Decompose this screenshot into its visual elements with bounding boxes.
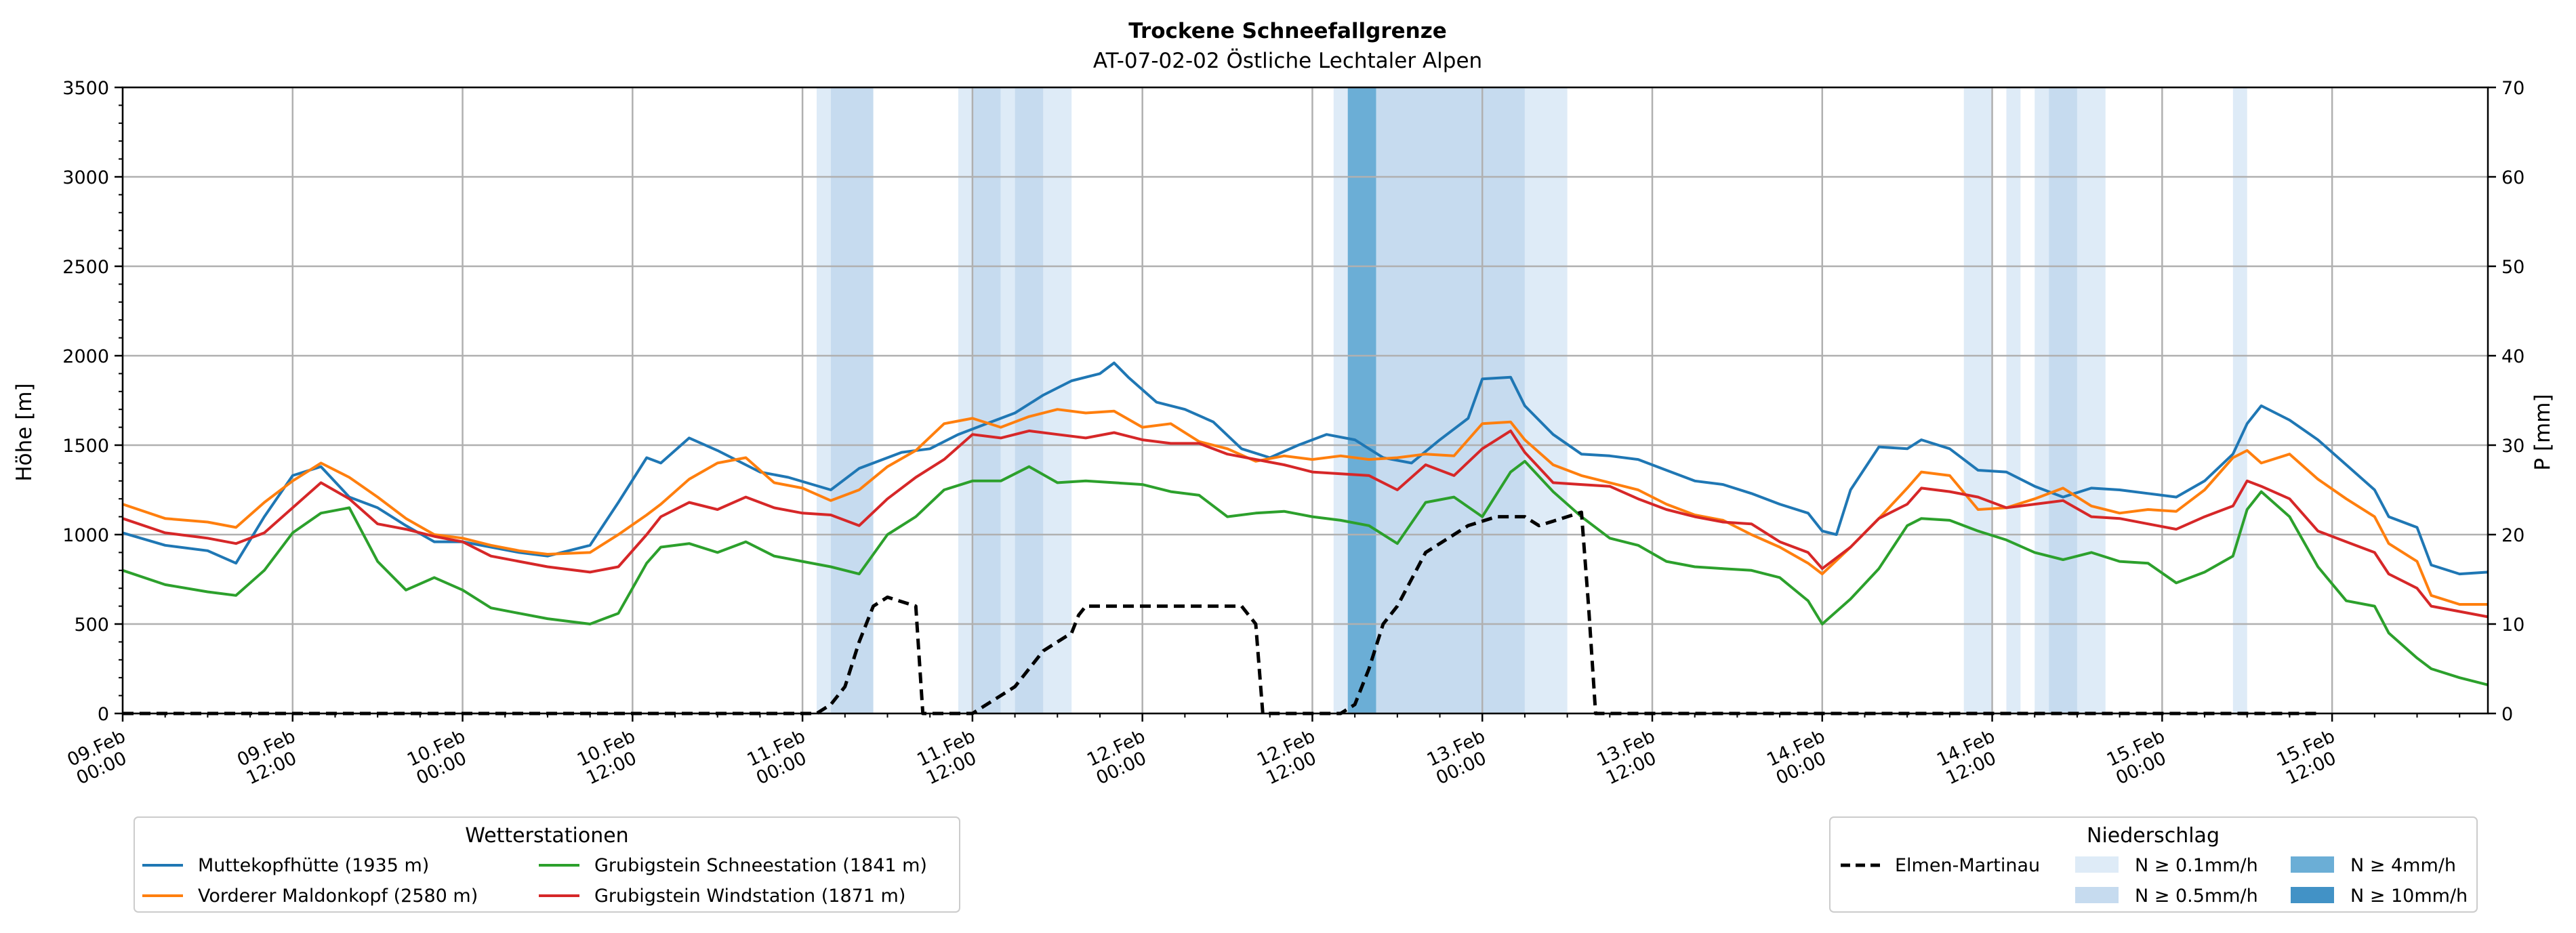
precip-band-1 (830, 87, 874, 713)
precipitation-bands (817, 87, 2247, 713)
series-line-muttekopfh-tte-1935-m (122, 361, 2489, 576)
y-tick-label-5: 2500 (62, 257, 109, 278)
y2-tick-label-4: 40 (2501, 346, 2524, 367)
legend-label-n05: N ≥ 0.5mm/h (2135, 886, 2258, 907)
x-tick-label-9: 13.Feb12:00 (1594, 726, 1667, 789)
y-tick-label-3: 1500 (62, 436, 109, 457)
y2-tick-label-1: 10 (2501, 615, 2524, 636)
x-tick-label-10: 14.Feb00:00 (1763, 726, 1837, 789)
x-tick-label-8: 13.Feb00:00 (1424, 726, 1497, 789)
legend-label-schneestation: Grubigstein Schneestation (1841 m) (594, 855, 927, 876)
precip-band-5 (1015, 87, 1044, 713)
legend-label-elmen-martinau: Elmen-Martinau (1895, 855, 2040, 876)
y2-tick-label-5: 50 (2501, 257, 2524, 278)
precip-band-4 (1000, 87, 1015, 713)
series-line-grubigstein-windstation-1871-m (122, 429, 2489, 619)
precip-band-15 (2077, 87, 2106, 713)
y2-axis-label: P [mm] (2531, 394, 2555, 470)
y-tick-label-6: 3000 (62, 167, 109, 188)
x-tick-label-2: 10.Feb00:00 (404, 726, 477, 789)
plot-frame (121, 86, 2489, 715)
precip-band-3 (972, 87, 1001, 713)
legend-precip: Niederschlag Elmen-Martinau N ≥ 0.1mm/h … (1829, 816, 2478, 913)
legend-label-n4: N ≥ 4mm/h (2350, 855, 2456, 876)
y-axis-label: Höhe [m] (12, 383, 37, 481)
series-lines (122, 361, 2489, 716)
x-tick-label-11: 14.Feb12:00 (1934, 726, 2007, 789)
precip-band-2 (958, 87, 973, 713)
precip-band-9 (1376, 87, 1525, 713)
x-tick-label-6: 12.Feb00:00 (1084, 726, 1157, 789)
precip-band-10 (1524, 87, 1568, 713)
y2-tick-label-7: 70 (2501, 78, 2524, 99)
x-tick-label-3: 10.Feb12:00 (574, 726, 647, 789)
legend-label-n10: N ≥ 10mm/h (2350, 886, 2468, 907)
precip-band-16 (2232, 87, 2247, 713)
x-tick-label-4: 11.Feb00:00 (744, 726, 817, 789)
legend-stations: Wetterstationen Muttekopfhütte (1935 m) … (134, 816, 960, 913)
legend-label-maldonkopf: Vorderer Maldonkopf (2580 m) (198, 886, 478, 907)
y2-tick-label-6: 60 (2501, 167, 2524, 188)
precip-band-11 (1963, 87, 1992, 713)
legend-stations-title: Wetterstationen (465, 824, 628, 848)
y-tick-label-2: 1000 (62, 525, 109, 546)
precip-band-13 (2035, 87, 2049, 713)
y-tick-label-4: 2000 (62, 346, 109, 367)
precip-band-0 (817, 87, 831, 713)
series-line-grubigstein-schneestation-1841-m (122, 459, 2489, 686)
x-tick-label-12: 15.Feb00:00 (2104, 726, 2177, 789)
precip-band-8 (1347, 87, 1376, 713)
series-line-elmen-martinau (123, 510, 2318, 716)
legend-precip-title: Niederschlag (2087, 824, 2220, 848)
precip-band-14 (2049, 87, 2077, 713)
series-line-vorderer-maldonkopf-2580-m (122, 408, 2488, 606)
x-tick-label-1: 09.Feb12:00 (234, 726, 307, 789)
precip-band-12 (2006, 87, 2021, 713)
y-tick-label-0: 0 (98, 704, 109, 725)
y2-tick-label-3: 30 (2501, 436, 2524, 457)
x-tick-label-7: 12.Feb12:00 (1254, 726, 1327, 789)
legend-swatch-n10 (2291, 887, 2334, 903)
precip-band-7 (1333, 87, 1348, 713)
x-tick-label-5: 11.Feb12:00 (914, 726, 987, 789)
legend-label-windstation: Grubigstein Windstation (1871 m) (594, 886, 905, 907)
y2-tick-label-0: 0 (2501, 704, 2513, 725)
y-tick-label-1: 500 (74, 615, 109, 636)
chart-title: Trockene Schneefallgrenze (1128, 19, 1447, 43)
y-tick-label-7: 3500 (62, 78, 109, 99)
legend-swatch-n05 (2075, 887, 2119, 903)
grid-lines (121, 86, 2488, 715)
legend-label-muttekopf: Muttekopfhütte (1935 m) (198, 855, 429, 876)
legend-swatch-n4 (2291, 856, 2334, 873)
x-tick-label-0: 09.Feb00:00 (64, 726, 138, 789)
x-tick-label-13: 15.Feb12:00 (2274, 726, 2347, 789)
chart-subtitle: AT-07-02-02 Östliche Lechtaler Alpen (1093, 48, 1482, 73)
precip-band-6 (1043, 87, 1072, 713)
legend-swatch-n01 (2075, 856, 2119, 873)
y2-tick-label-2: 20 (2501, 525, 2524, 546)
axes: 0 500 1000 1500 2000 2500 3000 3500 0 10 20 30 40 50 6… (62, 78, 2524, 789)
legend-label-n01: N ≥ 0.1mm/h (2135, 855, 2258, 876)
